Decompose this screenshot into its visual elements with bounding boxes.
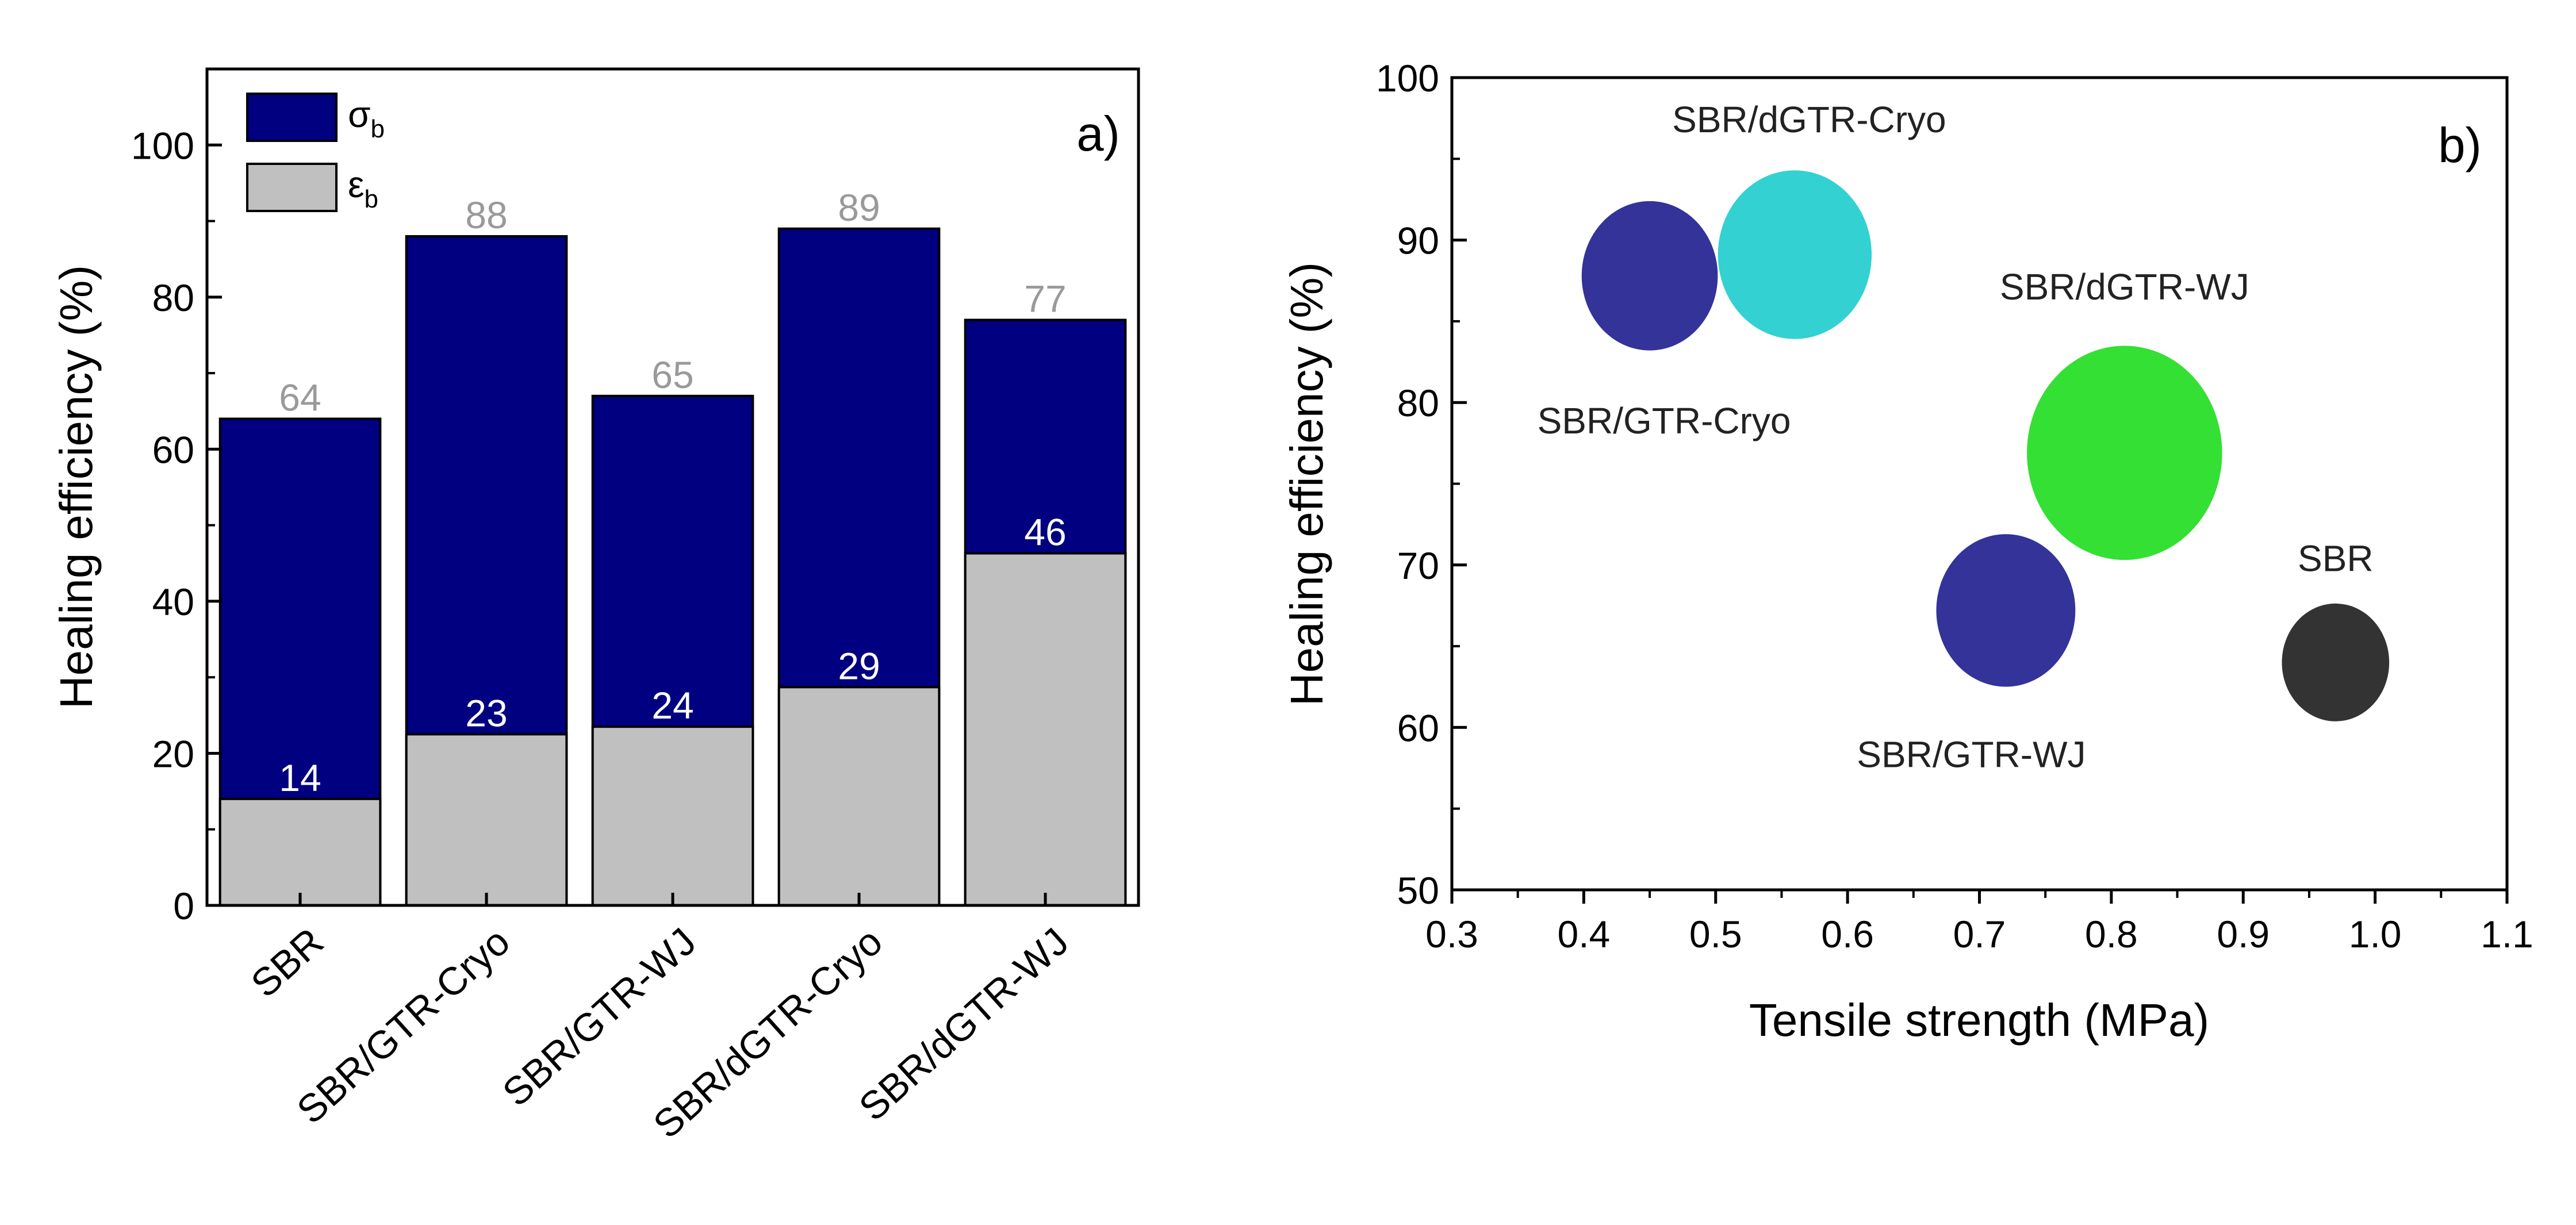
data-label: 29 bbox=[838, 644, 880, 687]
tick-label: 100 bbox=[1376, 57, 1439, 99]
tick-label: 20 bbox=[152, 732, 194, 775]
bubble bbox=[2027, 345, 2222, 560]
tick-label: 90 bbox=[1397, 220, 1439, 262]
y-axis: 50 60 70 80 90 100 bbox=[1376, 57, 1467, 912]
data-label: 88 bbox=[465, 194, 507, 236]
legend-swatch bbox=[246, 163, 338, 212]
scatter-chart-panel: 50 60 70 80 90 100 0.3 0.4 0.5 0.6 0.7 0.8 0.9 1.0 1.… bbox=[1281, 57, 2533, 1046]
tick-label: 1.1 bbox=[2481, 913, 2533, 955]
legend-label: εb bbox=[348, 164, 378, 213]
point-label: SBR/dGTR-WJ bbox=[2000, 266, 2249, 308]
tick-label: 0.7 bbox=[1953, 913, 2006, 955]
data-label: 46 bbox=[1024, 511, 1066, 554]
tick-label: 40 bbox=[152, 581, 194, 623]
tick-label: 80 bbox=[1397, 382, 1439, 424]
tick-label: 100 bbox=[131, 124, 194, 167]
data-label: 77 bbox=[1024, 278, 1066, 320]
y-axis-title: Healing efficiency (%) bbox=[1281, 262, 1332, 706]
y-axis: 0 20 40 60 80 100 bbox=[131, 124, 222, 927]
bar bbox=[964, 552, 1127, 907]
tick-label: 50 bbox=[1397, 869, 1439, 912]
tick-label: 0.5 bbox=[1689, 913, 1742, 955]
bar bbox=[591, 725, 754, 907]
bars: 64 14 88 23 65 24 89 29 77 46 bbox=[218, 186, 1127, 907]
x-axis: 0.3 0.4 0.5 0.6 0.7 0.8 0.9 1.0 1.1 bbox=[1425, 890, 2533, 955]
bubble bbox=[1581, 201, 1718, 351]
tick-label: 0.6 bbox=[1821, 913, 1874, 955]
bar bbox=[405, 733, 568, 907]
bar bbox=[777, 686, 941, 907]
point-label: SBR/GTR-WJ bbox=[1857, 734, 2086, 775]
tick-label: 60 bbox=[1397, 706, 1439, 749]
point-label: SBR/GTR-Cryo bbox=[1538, 400, 1791, 441]
tick-label: 1.0 bbox=[2349, 913, 2402, 955]
tick-label: 70 bbox=[1397, 544, 1439, 587]
tick-label: 0.8 bbox=[2085, 913, 2138, 955]
tick-label: 80 bbox=[152, 277, 194, 319]
tick-label: 0.3 bbox=[1425, 913, 1478, 955]
bar bbox=[218, 797, 382, 907]
data-label: 14 bbox=[279, 756, 321, 799]
panel-label: b) bbox=[2438, 118, 2482, 173]
data-label: 24 bbox=[651, 684, 693, 727]
point-label: SBR bbox=[2298, 538, 2374, 579]
bubble bbox=[1718, 170, 1872, 339]
tick-label: 0.9 bbox=[2217, 913, 2270, 955]
tick-label: 60 bbox=[152, 428, 194, 471]
bubble bbox=[2282, 603, 2390, 721]
bubble bbox=[1936, 534, 2076, 687]
data-label: 65 bbox=[651, 354, 693, 396]
legend: σb εb bbox=[246, 93, 385, 213]
data-label: 89 bbox=[838, 186, 880, 229]
panel-label: a) bbox=[1076, 107, 1120, 162]
y-axis-title: Healing efficiency (%) bbox=[51, 265, 102, 709]
legend-label: σb bbox=[348, 94, 385, 143]
legend-swatch bbox=[246, 93, 338, 142]
data-label: 23 bbox=[465, 692, 507, 734]
data-label: 64 bbox=[279, 376, 321, 418]
x-axis-title: Tensile strength (MPa) bbox=[1749, 994, 2209, 1046]
points: SBR/GTR-Cryo SBR/dGTR-Cryo SBR/dGTR-WJ SBR/… bbox=[1538, 99, 2390, 775]
tick-label: 0.4 bbox=[1558, 913, 1611, 955]
tick-label: 0 bbox=[173, 885, 194, 927]
point-label: SBR/dGTR-Cryo bbox=[1672, 99, 1946, 140]
